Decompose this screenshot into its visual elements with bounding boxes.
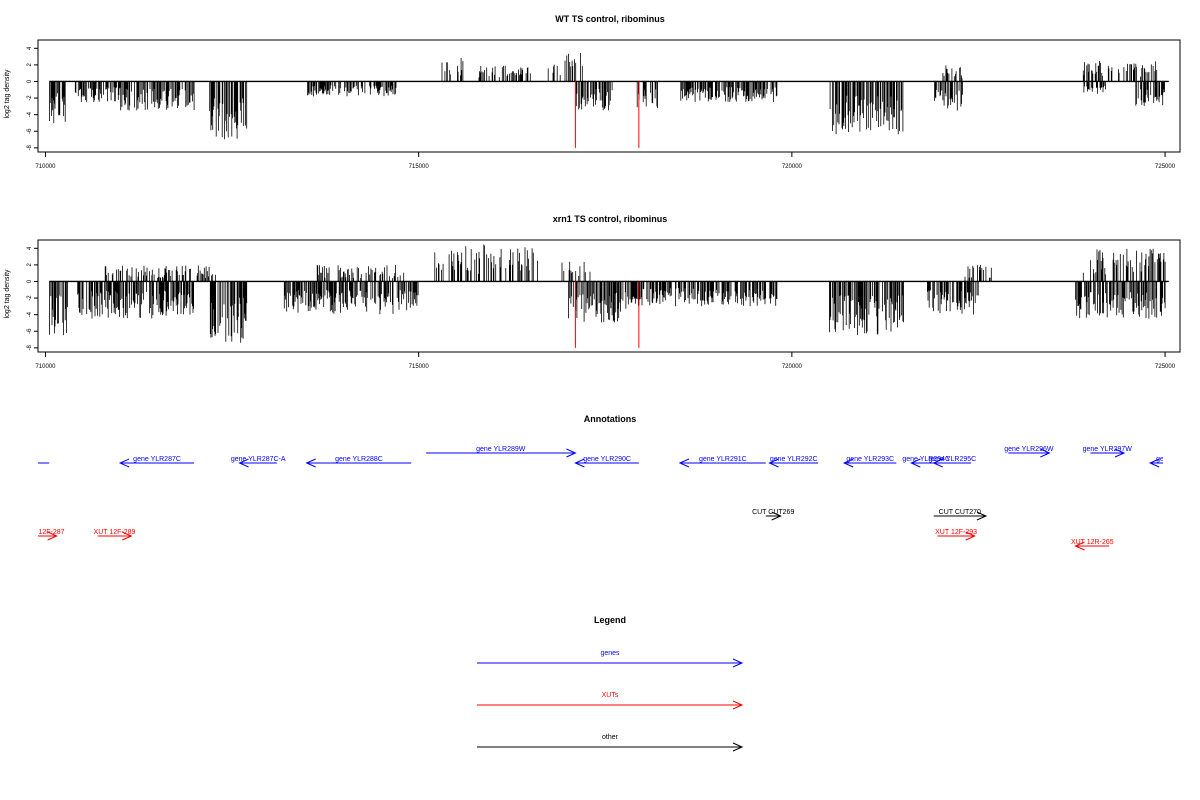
y-tick-label: 0 (27, 279, 33, 283)
feature-arrowhead (1148, 458, 1160, 468)
feature-arrowhead (238, 458, 249, 468)
feature-arrowhead (768, 458, 779, 468)
x-tick-label: 715000 (409, 164, 430, 170)
feature-label: gene YLR296W (1004, 446, 1054, 453)
feature-arrowhead (1114, 448, 1126, 458)
legend-arrowhead (732, 700, 744, 710)
feature-label: CUT CUT269 (752, 509, 794, 516)
y-tick-label: 0 (27, 79, 33, 83)
feature-arrowhead (910, 458, 921, 468)
y-axis-label: log2 tag density (4, 269, 11, 319)
feature-arrows: 96C gene YLR287C gene YLR287C-A gene YLR288… (8, 446, 1200, 551)
xrn1-signal-panel: xrn1 TS control, ribominus log2 tag dens… (4, 214, 1181, 370)
feature-label: gene YLR298C (1156, 456, 1200, 463)
y-tick-label: -8 (27, 145, 33, 151)
feature-label: gene YLR288C (335, 456, 383, 463)
legend: Legend genes XUTs other (477, 615, 744, 752)
feature-arrowhead (574, 458, 585, 468)
y-axis-label: log2 tag density (4, 69, 11, 119)
feature-label: gene YLR287C-A (231, 456, 286, 463)
plot-frame (37, 239, 1181, 353)
feature-arrowhead (305, 458, 316, 468)
feature-arrowhead (842, 458, 854, 468)
signal-bars (49, 53, 1169, 148)
y-tick-label: -8 (27, 345, 33, 351)
feature-arrowhead (1040, 448, 1051, 458)
signal-bar-series (49, 244, 1166, 343)
axis-ticks: 710000 715000 720000 725000 4 2 0 -2 -4 -6 -8 (27, 46, 1176, 170)
feature-arrowhead (965, 531, 976, 541)
panel-title: xrn1 TS control, ribominus (553, 214, 668, 224)
x-tick-label: 720000 (782, 164, 803, 170)
legend-arrowhead (732, 658, 744, 668)
y-tick-label: -4 (27, 111, 33, 117)
feature-label: gene YLR292C (770, 456, 818, 463)
feature-label: CUT CUT270 (939, 509, 981, 516)
x-tick-label: 725000 (1155, 164, 1176, 170)
feature-arrowhead (932, 458, 943, 468)
feature-label: gene YLR287C (133, 456, 181, 463)
feature-arrowhead (678, 458, 690, 468)
legend-arrowhead (732, 742, 744, 752)
y-tick-label: -6 (27, 328, 33, 334)
feature-arrowhead (122, 531, 133, 541)
feature-label: XUT 12F-289 (94, 529, 136, 536)
feature-label: XUT 12F-287 (23, 529, 65, 536)
annotations-title: Annotations (584, 414, 637, 424)
wt-signal-panel: WT TS control, ribominus log2 tag densit… (4, 14, 1181, 170)
feature-label: gene YLR297W (1083, 446, 1133, 453)
feature-arrowhead (566, 448, 577, 458)
y-tick-label: 4 (27, 246, 33, 250)
feature-arrowhead (1074, 541, 1085, 551)
feature-arrowhead (47, 531, 58, 541)
x-tick-label: 715000 (409, 364, 430, 370)
feature-arrowhead (976, 511, 988, 521)
feature-label: XUT 12R-265 (1071, 539, 1114, 546)
y-tick-label: -6 (27, 128, 33, 134)
legend-label: other (602, 734, 619, 741)
legend-label: genes (600, 650, 620, 657)
feature-label: gene YLR294C (902, 456, 950, 463)
legend-title: Legend (594, 615, 626, 625)
y-tick-label: -2 (27, 95, 33, 101)
y-tick-label: 4 (27, 46, 33, 50)
signal-bars (49, 244, 1169, 348)
x-tick-label: 710000 (35, 164, 56, 170)
feature-arrowhead (8, 459, 17, 467)
plot-frame (37, 39, 1181, 153)
signal-bar-series (49, 53, 1165, 140)
annotation-track: Annotations 96C gene YLR287C gene YLR287C-… (8, 414, 1200, 551)
x-tick-label: 725000 (1155, 364, 1176, 370)
feature-label: gene YLR291C (699, 456, 747, 463)
feature-arrowhead (771, 511, 782, 521)
feature-label: gene YLR290C (583, 456, 631, 463)
feature-arrowhead (118, 458, 130, 468)
feature-label: gene YLR293C (846, 456, 894, 463)
feature-label: gene YLR295C (928, 456, 976, 463)
feature-label: 96C (22, 456, 35, 463)
panel-title: WT TS control, ribominus (555, 14, 665, 24)
feature-label: XUT 12F-293 (935, 529, 977, 536)
y-tick-label: 2 (27, 263, 33, 267)
y-tick-label: -4 (27, 311, 33, 317)
y-tick-label: 2 (27, 63, 33, 67)
x-tick-label: 720000 (782, 364, 803, 370)
x-tick-label: 710000 (35, 364, 56, 370)
feature-label: gene YLR289W (476, 446, 526, 453)
axis-ticks: 710000 715000 720000 725000 4 2 0 -2 -4 -6 -8 (27, 246, 1176, 370)
legend-label: XUTs (602, 692, 619, 699)
y-tick-label: -2 (27, 295, 33, 301)
legend-entries: genes XUTs other (477, 650, 744, 752)
